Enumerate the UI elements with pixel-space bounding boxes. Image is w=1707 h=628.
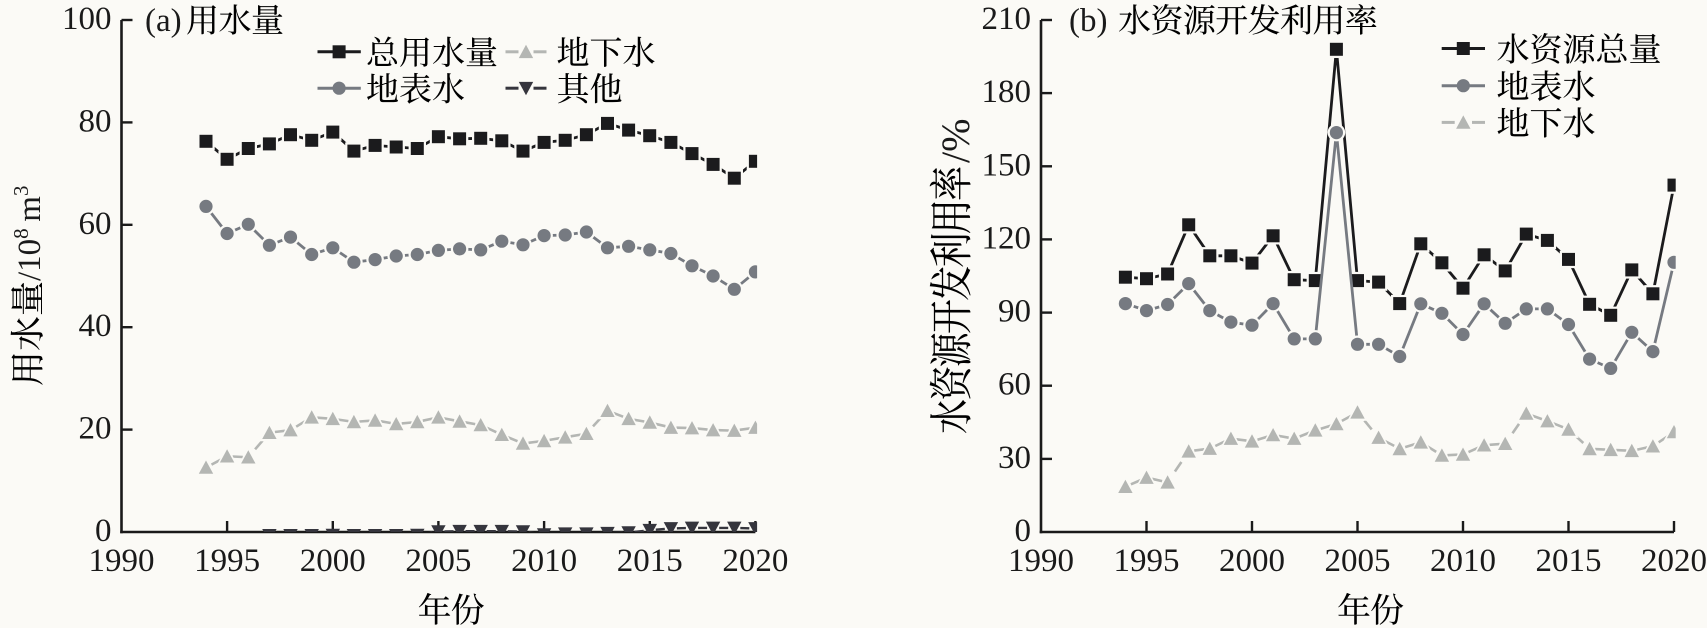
svg-text:210: 210 [982,1,1032,37]
svg-text:2015: 2015 [1536,543,1602,579]
svg-text:/%: /% [933,119,978,163]
svg-text:2000: 2000 [1219,543,1285,579]
svg-text:30: 30 [998,440,1031,476]
svg-text:150: 150 [982,147,1032,183]
svg-text:1995: 1995 [194,543,260,579]
svg-text:120: 120 [982,220,1032,256]
svg-text:100: 100 [62,1,112,37]
svg-text:1990: 1990 [1008,543,1074,579]
svg-text:2020: 2020 [1641,543,1707,579]
svg-text:60: 60 [998,367,1031,403]
svg-text:(a): (a) [145,3,182,39]
svg-text:1990: 1990 [89,543,155,579]
svg-text:2000: 2000 [300,543,366,579]
svg-text:0: 0 [95,513,112,549]
svg-text:1995: 1995 [1114,543,1180,579]
svg-text:2015: 2015 [617,543,683,579]
svg-text:40: 40 [79,308,112,344]
svg-text:2010: 2010 [511,543,577,579]
svg-text:180: 180 [982,74,1032,110]
svg-text:90: 90 [998,294,1031,330]
svg-text:60: 60 [79,206,112,242]
svg-text:20: 20 [79,411,112,447]
svg-text:2020: 2020 [722,543,788,579]
svg-text:2005: 2005 [1325,543,1391,579]
svg-text:(b): (b) [1069,3,1107,39]
svg-text:2005: 2005 [405,543,471,579]
svg-text:2010: 2010 [1430,543,1496,579]
svg-text:0: 0 [1015,513,1032,549]
svg-text:/108 m3: /108 m3 [9,186,48,281]
svg-text:80: 80 [79,103,112,139]
